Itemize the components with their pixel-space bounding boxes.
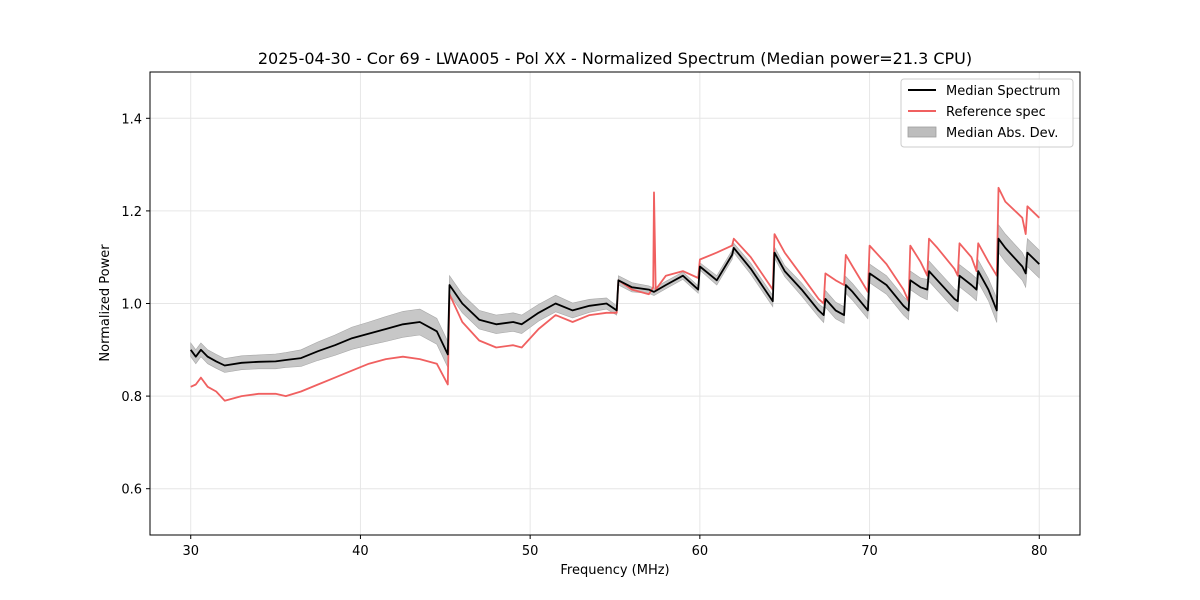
legend: Median Spectrum Reference spec Median Ab…: [900, 78, 1074, 148]
x-tick-label: 50: [522, 544, 539, 559]
mad-band-layer: [190, 223, 1040, 373]
y-axis-label: Normalized Power: [98, 244, 113, 362]
legend-band-swatch: [907, 126, 937, 138]
x-tick-label: 30: [182, 544, 199, 559]
legend-median-label: Median Spectrum: [946, 84, 1060, 99]
x-tick-label: 40: [352, 544, 369, 559]
y-ticks: 0.6 0.8 1.0 1.2 1.4: [121, 112, 150, 498]
legend-band-label: Median Abs. Dev.: [946, 126, 1058, 141]
x-tick-label: 60: [692, 544, 709, 559]
x-tick-label: 70: [861, 544, 878, 559]
y-tick-label: 1.2: [121, 205, 142, 220]
legend-reference-label: Reference spec: [946, 105, 1046, 120]
x-tick-label: 80: [1031, 544, 1048, 559]
chart-title: 2025-04-30 - Cor 69 - LWA005 - Pol XX - …: [258, 49, 972, 68]
mad-band: [190, 223, 1040, 373]
legend-box: [900, 78, 1074, 148]
x-axis-label: Frequency (MHz): [560, 563, 669, 578]
y-tick-label: 0.6: [121, 483, 142, 498]
x-ticks: 30 40 50 60 70 80: [182, 535, 1048, 559]
y-tick-label: 1.4: [121, 112, 142, 127]
series-layer: [189, 186, 1040, 402]
y-tick-label: 1.0: [121, 298, 142, 313]
y-tick-label: 0.8: [121, 390, 142, 405]
median-spectrum-line: [189, 237, 1040, 367]
